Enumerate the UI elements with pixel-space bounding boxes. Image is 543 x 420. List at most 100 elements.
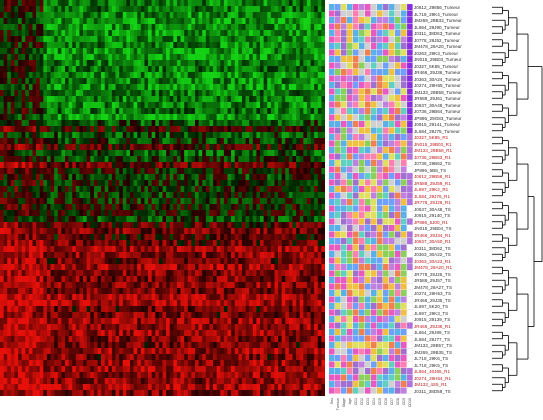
sample-label: JR466_29J34_R1 <box>414 232 451 238</box>
sample-label: J0311_38D63_Tumeur <box>414 31 461 36</box>
sample-label: JL664_29J89_TS <box>414 330 451 335</box>
sample-label: J0327_5K85_R1 <box>414 135 449 140</box>
sample-label: JL664_40J65_R1 <box>414 369 451 374</box>
sample-label: JL584_29J75_Tumeur <box>414 128 460 134</box>
sample-label: JR588_29J61_Tumeur <box>414 96 461 101</box>
group-indicator <box>406 75 413 82</box>
sample-label: JM269_29B35_TS <box>414 349 453 355</box>
group-indicator <box>406 107 413 115</box>
group-indicator <box>406 211 413 219</box>
sample-label: J0363_30A23_R1 <box>414 258 451 264</box>
sample-label: J0311_38D58_TS <box>414 388 451 394</box>
group-indicator <box>406 244 413 251</box>
sample-label: JR466_29J36_R1 <box>414 323 451 329</box>
sample-label: J0327_5K85_Tumeur <box>414 63 459 69</box>
group-indicator <box>406 289 413 297</box>
sample-label: J0778_29J52_Tumeur <box>414 37 460 43</box>
sample-label: JM269_29B33_Tumeur <box>414 18 462 23</box>
sample-label: J0274_29H55_Tumeur <box>414 83 461 88</box>
group-indicator <box>406 62 413 69</box>
group-indicator <box>406 322 413 329</box>
group-indicator <box>406 250 413 258</box>
group-indicator <box>406 10 413 17</box>
sample-label: J0637_30A46_Tumeur <box>414 102 461 108</box>
sample-label: JM133_29B58_R1 <box>414 148 453 153</box>
sample-label: J0263_29K3_Tumeur <box>414 50 459 56</box>
sample-label: JM478_29A27_TS <box>414 284 453 290</box>
group-indicator <box>406 270 413 277</box>
sample-label: JP896_5B8_TS <box>414 167 447 173</box>
group-indicator <box>406 380 413 388</box>
sample-label: JR588_29J59_R1 <box>414 180 451 186</box>
sample-label: J0637_30A50_R1 <box>414 239 451 244</box>
group-indicator <box>406 55 413 63</box>
annotation-column-label: CD1 <box>354 398 358 406</box>
sample-label: JN015_29B03_R1 <box>414 141 452 147</box>
annotation-column-label: CD10 <box>408 398 412 408</box>
annotation-column-label: CD6 <box>384 398 388 406</box>
group-indicator <box>406 166 413 173</box>
group-indicator <box>406 374 413 381</box>
sample-label: J0274_29H53_TS <box>414 291 452 296</box>
group-indicator <box>406 335 413 342</box>
group-indicator <box>406 94 413 102</box>
sample-label: JM133_29B58_Tumeur <box>414 89 462 95</box>
annotation-column-label: CD9 <box>402 398 406 406</box>
group-indicator <box>406 283 413 290</box>
group-indicator <box>406 387 413 394</box>
group-indicator <box>406 315 413 323</box>
group-indicator <box>406 367 413 375</box>
sample-label: JR466_29J35_TS <box>414 297 451 303</box>
group-indicator <box>406 192 413 199</box>
group-indicator <box>406 4 413 11</box>
sample-label: JL718_29K5_TS <box>414 362 449 368</box>
dendrogram-branches <box>492 6 543 392</box>
sample-dendrogram <box>492 6 543 392</box>
expression-heatmap <box>0 0 325 396</box>
group-indicator <box>406 361 413 368</box>
group-indicator <box>406 49 413 56</box>
sample-label: J0736_29B63_R1 <box>414 154 451 160</box>
group-indicator <box>406 88 413 95</box>
sample-label: JL584_29J77_TS <box>414 336 451 342</box>
sample-label: JM478_29A20_R1 <box>414 265 453 270</box>
group-indicator <box>406 140 413 147</box>
group-indicator <box>406 354 413 362</box>
group-indicator <box>406 185 413 193</box>
group-indicator <box>406 23 413 30</box>
sample-label: JM133_4S5_R1 <box>414 382 447 387</box>
group-indicator <box>406 302 413 310</box>
sample-label: JM478_29A20_Tumeur <box>414 44 462 49</box>
sample-label: J0363_30A24_Tumeur <box>414 76 461 82</box>
sample-label: JP896_5J00_R1 <box>414 219 448 225</box>
annotation-cells <box>329 4 413 394</box>
sample-label: JR466_29J36_Tumeur <box>414 70 461 75</box>
sample-label: JL718_29K6_TS <box>414 356 449 361</box>
sample-label: J0736_29B64_Tumeur <box>414 109 461 114</box>
group-indicator <box>406 218 413 225</box>
annotation-column-label: CD7 <box>390 398 394 406</box>
sample-label: JL584_29J76_R1 <box>414 193 451 199</box>
sample-label: J0915_29139_TS <box>414 317 451 322</box>
sample-label: J0612_29B56_R1 <box>414 174 451 179</box>
annotation-column-label: CD2 <box>360 398 364 406</box>
annotation-column-label: CD5 <box>378 398 382 406</box>
group-indicator <box>406 146 413 154</box>
annotation-column-label: CD8 <box>396 398 400 406</box>
heatmap-cells <box>0 0 325 396</box>
sample-label: JL697_5K20_TS <box>414 304 449 309</box>
group-indicator <box>406 341 413 349</box>
group-indicator <box>406 263 413 271</box>
group-indicator <box>406 120 413 128</box>
group-indicator <box>406 179 413 186</box>
annotation-column-label: Sex <box>330 398 334 405</box>
group-indicator <box>406 224 413 232</box>
group-indicator <box>406 205 413 212</box>
sample-label: JP896_29G83_Tumeur <box>414 115 462 121</box>
group-indicator <box>406 127 413 134</box>
sample-label: J0612_29856_Tumeur <box>414 5 461 10</box>
group-indicator <box>406 153 413 160</box>
group-indicator <box>406 276 413 284</box>
group-indicator <box>406 159 413 167</box>
